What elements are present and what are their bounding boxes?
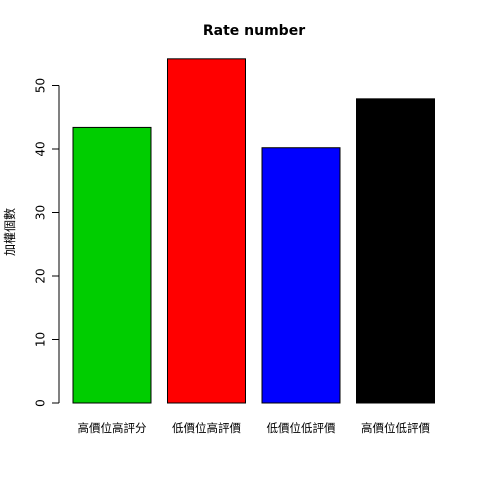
y-tick-label-20: 20: [34, 268, 48, 283]
bar-4: [356, 98, 435, 404]
x-category-label-3: 低價位低評價: [267, 421, 336, 435]
y-axis: 0 10 20 30 40 50: [34, 78, 60, 407]
y-axis-label: 加權個數: [3, 208, 17, 256]
y-tick-label-30: 30: [34, 205, 48, 220]
x-category-label-4: 高價位低評價: [361, 421, 430, 435]
y-tick-label-40: 40: [34, 141, 48, 156]
y-tick-label-10: 10: [34, 332, 48, 347]
bar-2: [167, 58, 246, 404]
bar-1: [72, 126, 152, 404]
chart-title: Rate number: [203, 23, 305, 39]
bars-layer: [72, 58, 435, 404]
y-tick-label-50: 50: [34, 78, 48, 93]
y-tick-label-0: 0: [34, 399, 48, 407]
x-axis-labels: 高價位高評分 低價位高評價 低價位低評價 高價位低評價: [78, 421, 431, 435]
bar-3: [261, 147, 341, 404]
x-category-label-1: 高價位高評分: [78, 421, 147, 435]
x-category-label-2: 低價位高評價: [172, 421, 241, 435]
